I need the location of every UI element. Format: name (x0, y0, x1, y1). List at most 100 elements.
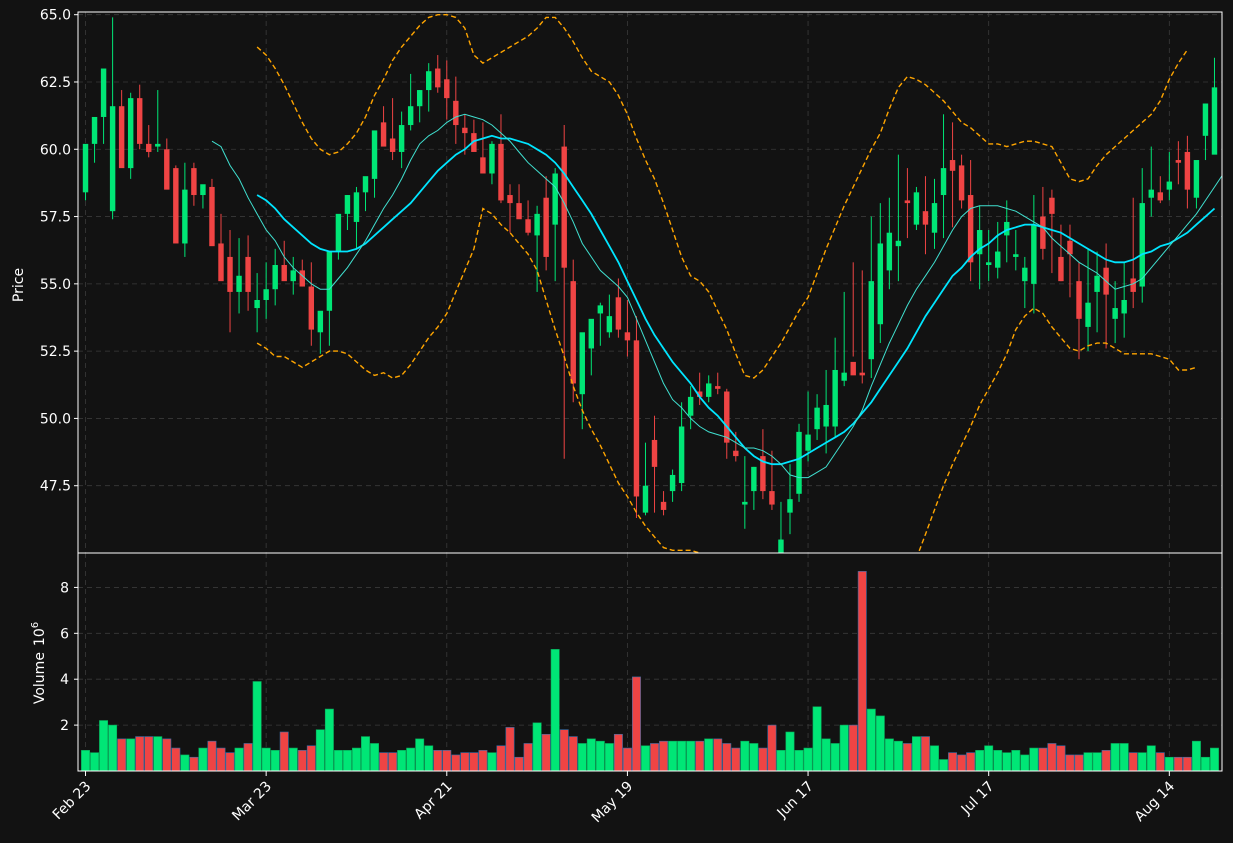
candle-body (254, 299, 260, 309)
volume-bar (1029, 747, 1039, 772)
candle-body (507, 195, 513, 204)
volume-bar (288, 747, 298, 772)
volume-bar (902, 743, 912, 772)
volume-bar (532, 722, 542, 772)
candle-body (687, 396, 694, 416)
candle-body (82, 143, 89, 193)
candle-body (100, 68, 107, 117)
candle-body (164, 149, 170, 190)
candle-body (416, 90, 423, 107)
candle-body (281, 265, 287, 282)
volume-bar (1164, 756, 1174, 772)
candle-body (922, 211, 929, 225)
volume-bar (830, 743, 840, 772)
volume-bar (641, 745, 650, 772)
candle-body (200, 184, 206, 196)
volume-ytick-label: 8 (60, 580, 69, 596)
volume-bar (984, 745, 994, 772)
candle-body (227, 256, 233, 292)
candle-body (534, 213, 540, 236)
volume-bar (893, 740, 903, 772)
candle-body (426, 71, 432, 91)
volume-ytick-label: 2 (60, 718, 69, 734)
volume-bar (505, 727, 515, 772)
candle-body (236, 275, 242, 292)
volume-bar (1047, 743, 1057, 772)
candle-body (1112, 308, 1118, 319)
volume-ytick-label: 6 (60, 626, 69, 642)
volume-bar (993, 750, 1003, 772)
price-ytick-label: 65.0 (40, 8, 71, 24)
volume-bar (252, 681, 262, 772)
volume-bar (342, 750, 352, 772)
volume-bar (379, 752, 389, 772)
volume-bar (388, 752, 398, 772)
volume-bar (884, 738, 894, 772)
candle-body (245, 256, 251, 292)
candle-body (398, 125, 405, 152)
volume-bar (261, 747, 271, 772)
candle-body (272, 265, 278, 290)
candle-body (570, 281, 576, 384)
candle-body (787, 499, 793, 513)
volume-bar (875, 715, 885, 772)
volume-y-axis: 2 4 6 8 (60, 580, 78, 734)
candle-body (516, 203, 522, 220)
price-ytick-label: 62.5 (40, 75, 71, 91)
volume-bar (957, 754, 967, 772)
candle-body (751, 466, 757, 492)
candle-body (498, 143, 504, 201)
volume-ytick-label: 4 (60, 672, 69, 688)
candle-body (1193, 160, 1200, 198)
candle-body (136, 98, 143, 144)
candle-body (985, 262, 992, 266)
candle-body (913, 192, 920, 225)
candle-body (91, 116, 98, 144)
volume-grid (78, 553, 1222, 771)
candle-body (778, 539, 784, 553)
candle-body (1184, 151, 1191, 190)
volume-bar (930, 745, 939, 772)
volume-bar (478, 750, 488, 772)
candle-body (760, 456, 766, 492)
candle-body (290, 270, 296, 282)
volume-bar (361, 736, 370, 772)
candle-body (967, 195, 974, 263)
candle-body (1121, 299, 1127, 314)
volume-bar (315, 729, 325, 772)
candle-body (678, 426, 685, 484)
volume-bar (1146, 745, 1156, 772)
volume-bars (81, 571, 1219, 772)
candle-body (308, 286, 315, 330)
volume-bar (297, 750, 307, 772)
candle-body (1148, 189, 1154, 198)
candle-body (552, 173, 558, 225)
volume-bar (126, 738, 136, 772)
candle-body (904, 200, 911, 204)
volume-bar (848, 724, 858, 772)
volume-bar (1119, 743, 1129, 772)
candle-body (931, 203, 938, 233)
candle-body (371, 130, 378, 179)
candle-body (362, 176, 369, 193)
volume-bar (939, 759, 948, 772)
candle-body (471, 133, 477, 152)
volume-bar (1200, 756, 1210, 772)
volume-bar (586, 738, 596, 772)
volume-bar (541, 733, 551, 772)
volume-bar (776, 750, 786, 772)
volume-bar (243, 743, 253, 772)
candle-body (109, 106, 116, 212)
band-upper-line (256, 14, 1188, 379)
volume-bar (523, 743, 533, 772)
candle-body (453, 100, 459, 126)
candle-body (146, 143, 152, 152)
volume-bar (469, 752, 479, 772)
volume-bar (622, 747, 632, 772)
volume-bar (1011, 750, 1021, 772)
candle-body (326, 251, 333, 311)
volume-bar (442, 750, 452, 772)
volume-axis-exponent-power: 6 (30, 622, 41, 628)
volume-bar (866, 708, 876, 772)
volume-bar (81, 750, 90, 772)
